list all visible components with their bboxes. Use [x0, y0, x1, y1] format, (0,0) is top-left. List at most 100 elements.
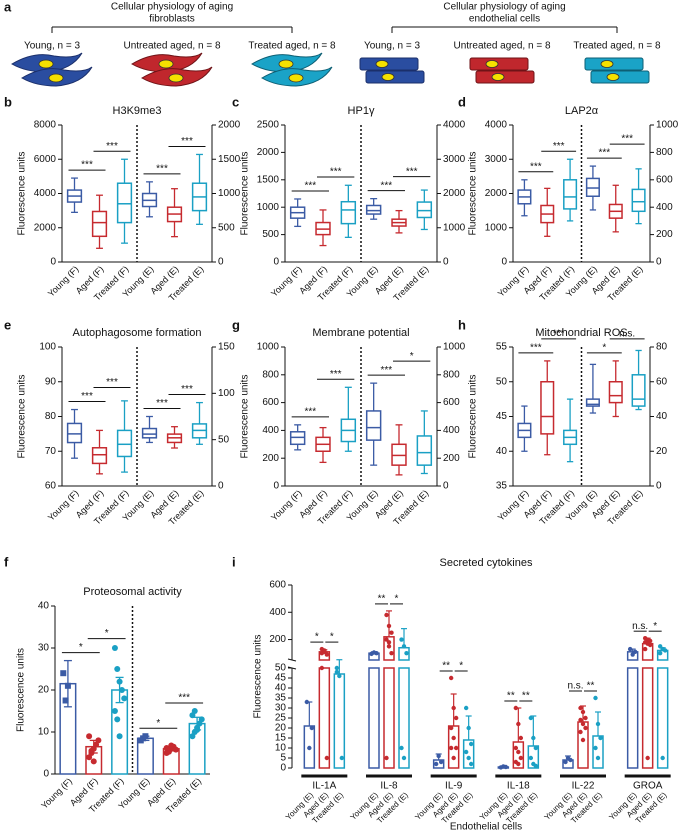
significance-label: *** [156, 398, 168, 409]
x-axis-label: Endothelial cells [450, 822, 522, 833]
y-tick-label: 150 [218, 342, 235, 353]
data-point [191, 708, 198, 714]
y-tick-label: 200 [656, 229, 673, 240]
bar [318, 667, 331, 769]
panel-letter: h [458, 317, 466, 332]
nucleus [278, 59, 294, 69]
panel-letter: f [4, 554, 9, 569]
data-point [578, 729, 583, 735]
significance-label: *** [598, 148, 610, 159]
y-tick-label: 50 [496, 376, 508, 387]
data-point [583, 715, 588, 721]
y-tick-label: 800 [262, 369, 279, 380]
bar [333, 673, 346, 769]
data-point [463, 749, 469, 755]
y-tick-label: 500 [262, 229, 279, 240]
data-point [662, 648, 668, 653]
significance-label: *** [380, 180, 392, 191]
data-point [114, 666, 121, 672]
data-point [453, 715, 459, 721]
nucleus [606, 73, 620, 81]
endothelial-cell [475, 70, 535, 84]
data-point [389, 650, 394, 656]
y-tick-label: 200 [443, 453, 460, 464]
data-point [165, 748, 172, 755]
data-point [433, 761, 439, 767]
data-point [64, 682, 71, 689]
data-point [399, 745, 404, 751]
x-tick-label: GROA [633, 781, 663, 792]
y-tick-label: 1000 [485, 222, 508, 233]
y-tick-label: 600 [269, 580, 286, 591]
data-point [436, 753, 441, 759]
y-tick-label: 3000 [485, 154, 508, 165]
bar [626, 667, 639, 769]
data-point [438, 759, 444, 765]
y-axis-label: Fluorescence units [253, 635, 264, 719]
data-point [88, 747, 95, 754]
y-axis-label: Fluorescence units [16, 648, 27, 732]
box [631, 188, 646, 213]
endothelial-cell [590, 70, 650, 84]
bar [136, 737, 154, 775]
y-tick-label: 60 [45, 481, 57, 492]
y-tick-label: 1000 [257, 342, 280, 353]
y-tick-label: 10 [275, 743, 287, 754]
endothelial-cell [469, 57, 529, 71]
y-tick-label: 15 [275, 733, 287, 744]
significance-label: *** [553, 329, 565, 340]
y-tick-label: 200 [269, 634, 286, 645]
y-tick-label: 400 [443, 425, 460, 436]
y-tick-label: 1500 [257, 174, 280, 185]
significance-label: *** [178, 693, 190, 704]
data-point [384, 755, 389, 761]
y-tick-label: 0 [273, 257, 279, 268]
chart-title: LAP2α [565, 105, 599, 117]
chart-title: H3K9me3 [113, 105, 162, 117]
y-tick-label: 40 [275, 683, 287, 694]
y-tick-label: 5 [280, 753, 286, 764]
nucleus [485, 60, 499, 68]
y-tick-label: 0 [273, 481, 279, 492]
data-point [304, 699, 310, 705]
endothelial-cell [359, 57, 419, 71]
data-point [468, 741, 474, 747]
y-tick-label: 1000 [656, 120, 679, 131]
x-tick-label: IL-18 [507, 781, 530, 792]
endothelial-cell [365, 70, 425, 84]
bar [641, 667, 654, 769]
data-point [580, 721, 586, 727]
data-point [595, 755, 601, 761]
x-tick-label: IL-22 [572, 781, 595, 792]
significance-label: *** [304, 406, 316, 417]
bar [368, 667, 380, 769]
x-tick-label: IL-8 [380, 781, 398, 792]
y-tick-label: 2000 [485, 188, 508, 199]
y-axis-label: Fluorescence units [17, 375, 28, 459]
bar [383, 667, 395, 769]
data-point [448, 675, 454, 681]
data-point [580, 709, 586, 715]
significance-label: * [105, 628, 109, 639]
data-point [645, 755, 650, 761]
data-point [90, 758, 97, 765]
nucleus [48, 73, 64, 83]
data-point [578, 717, 583, 723]
data-point [389, 630, 394, 635]
chart-title: HP1γ [348, 105, 375, 117]
data-point [598, 735, 603, 741]
data-point [386, 640, 392, 645]
box [416, 435, 433, 466]
data-point [593, 695, 598, 701]
y-tick-label: 20 [38, 685, 50, 696]
y-tick-label: 45 [496, 411, 508, 422]
y-axis-label: Fluorescence units [240, 375, 251, 459]
data-point [451, 735, 456, 741]
significance-label: n.s. [632, 621, 648, 632]
data-point [503, 764, 509, 770]
data-point [401, 755, 407, 761]
y-tick-label: 0 [443, 481, 449, 492]
box [91, 447, 108, 465]
data-point [374, 650, 379, 656]
